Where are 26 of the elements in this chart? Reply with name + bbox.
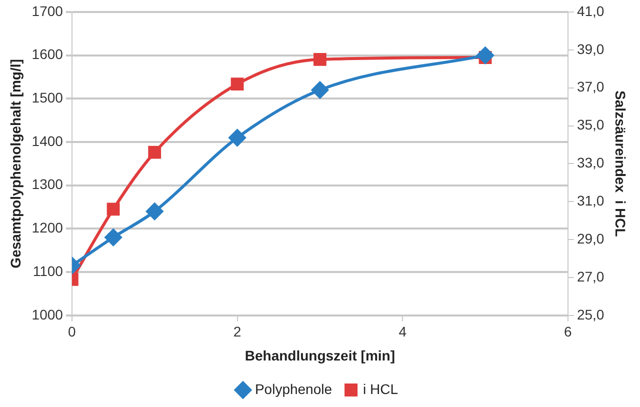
- y-tick-label: 1400: [32, 132, 64, 149]
- y-tick-label: 1100: [32, 262, 64, 279]
- x-tick-label: 4: [398, 324, 407, 340]
- y2-tick-label: 33,0: [576, 154, 604, 171]
- y2-tick-label: 31,0: [576, 192, 604, 208]
- y2-tick-label: 29,0: [576, 230, 604, 246]
- y2-axis-title: Salzsäureindex i HCL: [612, 90, 629, 238]
- y2-tick-label: 25,0: [576, 306, 604, 322]
- legend-label: i HCL: [363, 380, 398, 397]
- x-tick-label: 6: [564, 324, 572, 340]
- y2-tick-label: 39,0: [576, 40, 604, 57]
- y-axis-title: Gesamtpolyphenolgehalt [mg/l]: [7, 59, 24, 268]
- y-tick-label: 1300: [32, 176, 64, 192]
- x-tick-label: 0: [68, 324, 76, 340]
- y2-tick-label: 37,0: [576, 78, 604, 95]
- y-tick-label: 1500: [32, 90, 64, 106]
- x-tick-label: 2: [233, 324, 242, 340]
- y-tick-label: 1000: [32, 306, 64, 322]
- y2-tick-label: 35,0: [576, 116, 604, 133]
- legend-label: Polyphenole: [254, 380, 332, 397]
- x-axis-title: Behandlungszeit [min]: [244, 347, 396, 364]
- y-tick-label: 1700: [32, 2, 64, 19]
- y-tick-label: 1600: [32, 46, 64, 62]
- y2-tick-label: 41,0: [576, 2, 604, 19]
- y-tick-label: 1200: [32, 220, 64, 236]
- y2-tick-label: 27,0: [576, 268, 604, 284]
